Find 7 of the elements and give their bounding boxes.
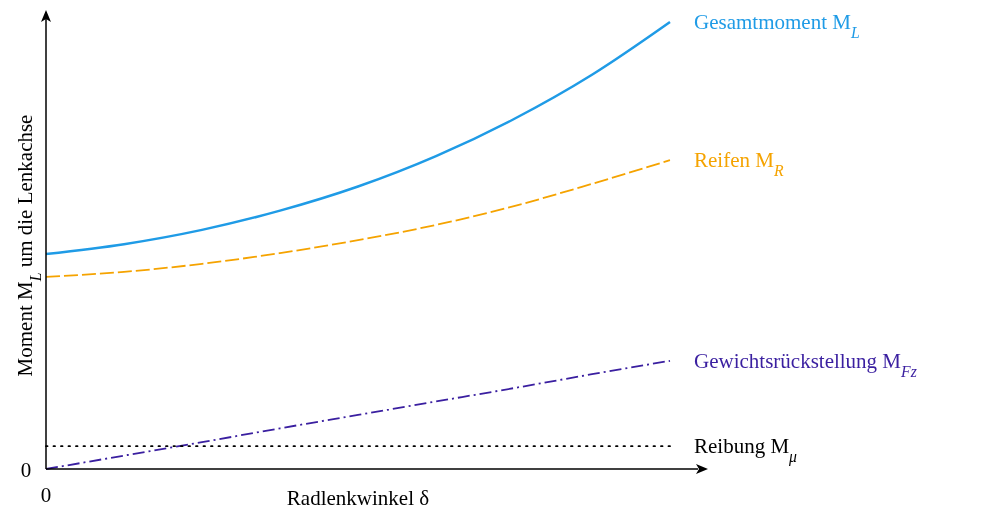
series-label: Reibung M$_{μ}$ (694, 434, 798, 466)
series-label: Gesamtmoment M$_{L}$ (694, 10, 860, 41)
series-label: Gewichtsrückstellung M$_{Fz}$ (694, 348, 917, 380)
text: 0 (40, 483, 52, 507)
series-label: Reifen M$_{R}$ (694, 148, 784, 179)
x-axis-title: Radlenkwinkel δ (286, 486, 430, 510)
text: 0 (20, 458, 32, 482)
